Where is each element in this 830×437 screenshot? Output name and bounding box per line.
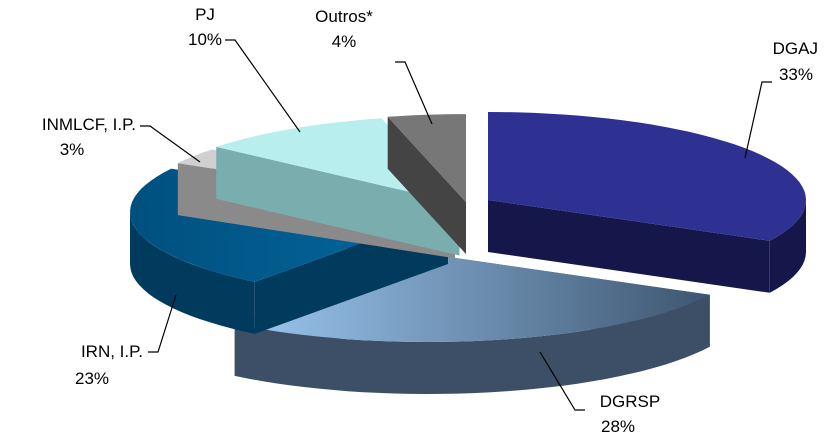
label-inmlcf: INMLCF, I.P. — [42, 115, 136, 134]
slice-outros — [387, 114, 467, 255]
value-label-dgaj: 33% — [779, 65, 813, 84]
label-dgrsp: DGRSP — [600, 392, 660, 411]
slice-top-face — [234, 254, 710, 342]
label-dgaj: DGAJ — [773, 39, 818, 58]
leader-line-dgaj — [744, 81, 772, 159]
label-outros: Outros* — [315, 7, 373, 26]
slice-outer-wall — [234, 294, 710, 394]
slice-outer-wall — [769, 200, 806, 293]
slice-top-face — [488, 112, 806, 241]
value-label-inmlcf: 3% — [60, 140, 85, 159]
leader-line-irn — [148, 294, 177, 353]
slice-dgaj — [488, 112, 806, 293]
label-pj: PJ — [195, 5, 215, 24]
pie-slices — [130, 112, 806, 394]
label-irn: IRN, I.P. — [81, 342, 143, 361]
slice-top-face — [387, 114, 467, 203]
leader-line-outros — [395, 61, 433, 125]
value-label-dgrsp: 28% — [601, 417, 635, 436]
value-label-irn: 23% — [75, 369, 109, 388]
slice-side-wall — [216, 146, 460, 256]
slice-outer-wall — [130, 212, 255, 334]
slice-side-wall — [387, 116, 467, 255]
leader-line-pj — [225, 39, 301, 133]
value-label-outros: 4% — [332, 32, 357, 51]
slice-side-wall — [488, 200, 770, 293]
leader-line-dgrsp — [539, 351, 585, 411]
leader-line-inmlcf — [140, 125, 201, 163]
value-label-pj: 10% — [188, 30, 222, 49]
